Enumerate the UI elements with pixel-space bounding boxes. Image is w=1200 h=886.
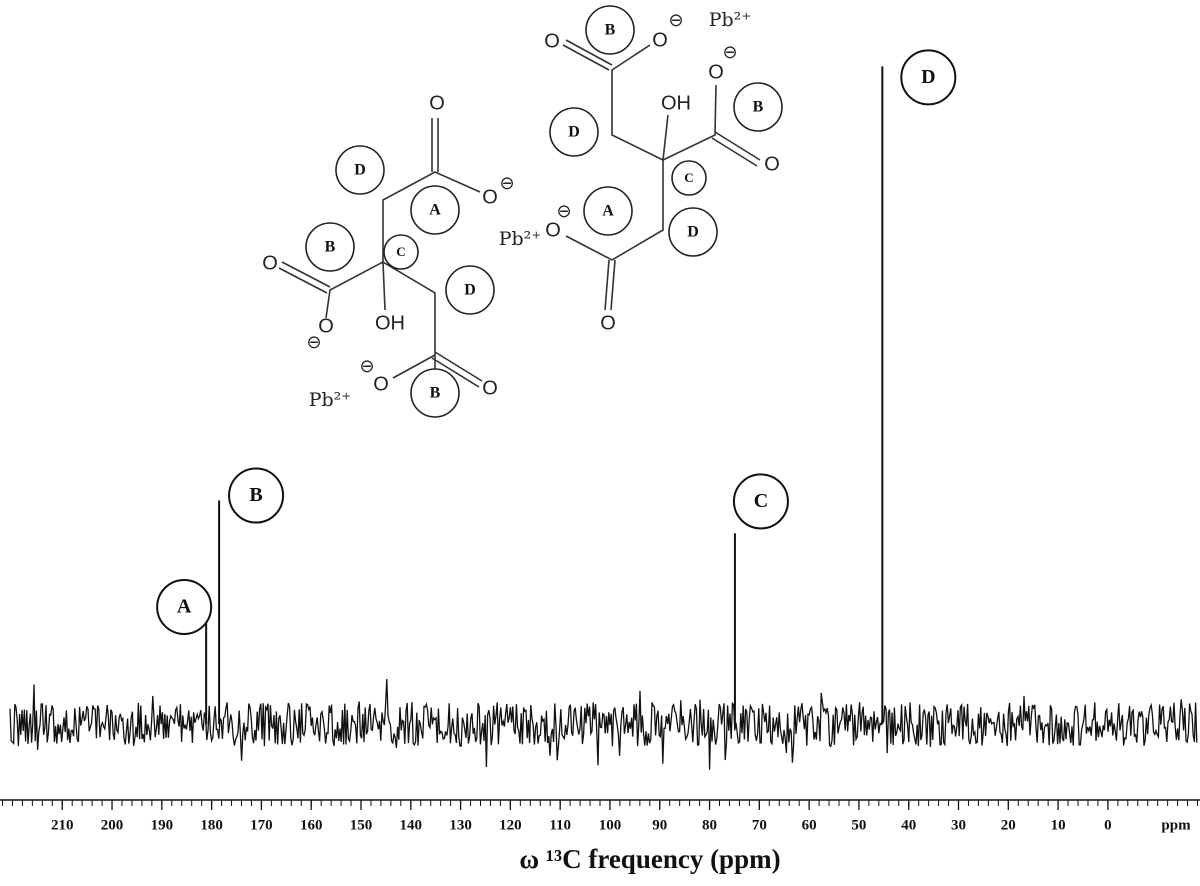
x-tick-label: 20 [1001,817,1016,833]
x-tick-label: 120 [499,817,522,833]
counter-ion: Pb²⁺ [309,389,352,411]
x-tick-label: 140 [400,817,423,833]
x-tick-label: 70 [752,817,767,833]
atom-label: D [568,124,580,141]
peak-label: D [921,66,935,88]
atom-label: C [684,170,693,185]
atom-label: O [764,153,780,175]
counter-ion: Pb²⁺ [499,228,542,250]
atom-label: D [464,282,476,299]
x-tick-label: 160 [300,817,323,833]
atom-label: O [600,312,616,334]
x-tick-label: 210 [51,817,74,833]
x-tick-label: 110 [549,817,571,833]
x-tick-label: 170 [250,817,273,833]
atom-label: B [325,239,336,256]
atom-label: O [262,252,278,274]
x-tick-label: 40 [901,817,916,833]
molecule-bonds [278,39,761,388]
atom-ring [585,5,635,55]
atom-ring [583,186,633,236]
x-tick-label: 190 [151,817,174,833]
charge: ⊖ [499,173,514,194]
x-tick-label: 50 [851,817,866,833]
x-axis-title: ω ¹³C frequency (ppm) [519,844,780,874]
atom-ring [671,160,707,196]
peak-label-ring [228,467,285,524]
baseline-noise [9,678,1198,770]
atom-label: O [373,373,389,395]
peak-label-ring [900,49,957,106]
atom-ring [445,265,495,315]
peak-label: A [177,596,192,618]
atom-label: A [602,203,614,220]
charge: ⊖ [668,10,683,31]
atom-label: B [753,99,764,116]
atom-ring [305,222,355,272]
atom-label: D [354,162,366,179]
atom-label: OH [375,312,405,334]
peak-label-ring [156,578,213,635]
x-tick-label: 100 [599,817,622,833]
atom-label: O [544,30,560,52]
x-tick-label: 200 [101,817,124,833]
x-tick-label: 30 [951,817,966,833]
x-tick-label: 130 [449,817,472,833]
atom-ring [335,145,385,195]
atom-label: OH [661,92,691,114]
atom-label: O [708,61,724,83]
atom-label: O [652,29,668,51]
x-unit-label: ppm [1161,817,1191,833]
x-tick-label: 80 [702,817,717,833]
charge: ⊖ [722,42,737,63]
atom-label: O [545,219,561,241]
x-tick-label: 90 [652,817,667,833]
peak-label-ring [732,473,789,530]
atom-label: O [482,377,498,399]
charge: ⊖ [359,356,374,377]
x-tick-label: 0 [1104,817,1112,833]
peak-label: B [249,484,262,506]
atom-ring [383,234,419,270]
atom-ring [733,82,783,132]
atom-ring [410,368,460,418]
atom-label: B [605,22,616,39]
atom-label: B [430,385,441,402]
x-tick-label: 60 [802,817,817,833]
atom-label: A [429,202,441,219]
atom-label: O [482,186,498,208]
x-tick-label: 10 [1051,817,1066,833]
charge: ⊖ [556,201,571,222]
x-tick-label: 150 [350,817,373,833]
atom-label: O [318,315,334,337]
atom-label: D [687,224,699,241]
atom-ring [668,207,718,257]
atom-label: C [396,244,405,259]
atom-ring [410,185,460,235]
charge: ⊖ [306,332,321,353]
counter-ion: Pb²⁺ [709,9,752,31]
atom-ring [549,107,599,157]
peak-label: C [754,490,768,512]
atom-label: O [429,92,445,114]
x-tick-label: 180 [200,817,223,833]
